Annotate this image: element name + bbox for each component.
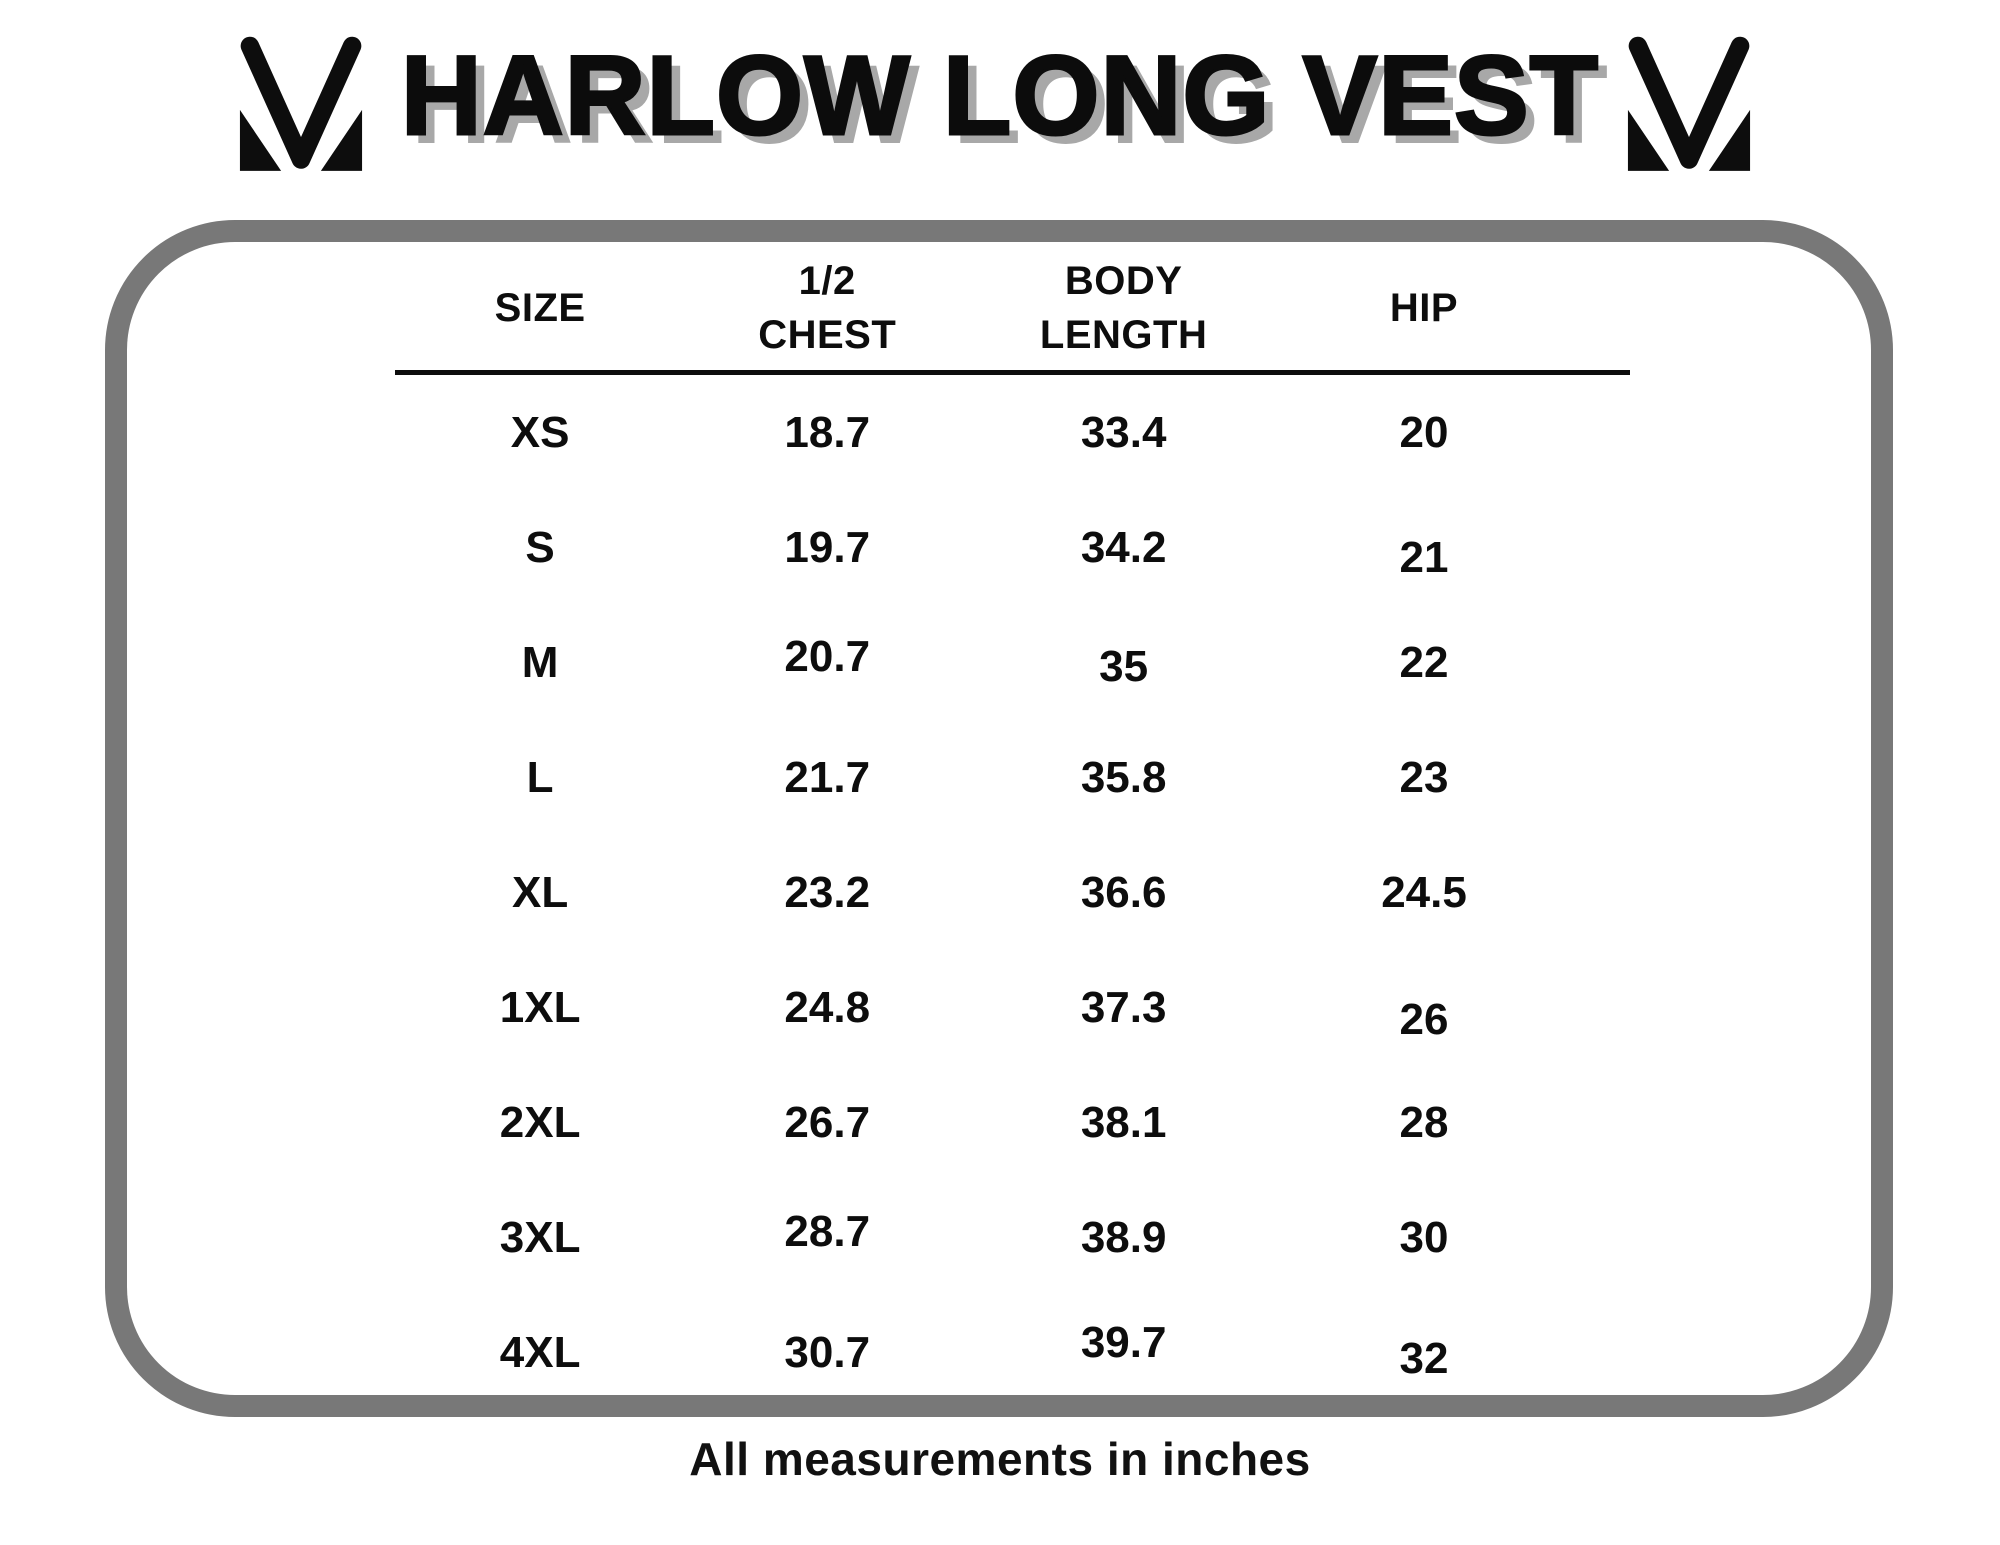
chest-value: 23.2 [784, 867, 871, 917]
table-row: XL 23.2 36.6 24.5 [395, 835, 1630, 950]
table-row: M 20.7 35 22 [395, 605, 1630, 720]
body-length-value: 38.1 [1080, 1097, 1167, 1147]
hip-value: 30 [1399, 1212, 1449, 1262]
hip-value: 32 [1399, 1333, 1449, 1383]
body-length-value: 39.7 [1080, 1317, 1167, 1367]
table-header-row: SIZE 1/2 CHEST BODY LENGTH HIP [395, 246, 1630, 375]
hip-value: 23 [1399, 752, 1449, 802]
measurements-note: All measurements in inches [689, 1433, 1311, 1485]
column-header-hip: HIP [1278, 246, 1630, 375]
hip-value: 26 [1399, 994, 1449, 1044]
table-row: 3XL 28.7 38.9 30 [395, 1180, 1630, 1295]
body-length-value: 38.9 [1080, 1212, 1167, 1262]
chest-value: 26.7 [784, 1097, 871, 1147]
chest-value: 28.7 [784, 1206, 871, 1256]
chest-value: 19.7 [784, 522, 871, 572]
hip-value: 28 [1399, 1097, 1449, 1147]
size-table: SIZE 1/2 CHEST BODY LENGTH HIP XS 18.7 3… [395, 246, 1630, 1410]
column-header-body-length: BODY LENGTH [969, 246, 1279, 375]
chest-value: 24.8 [784, 982, 871, 1032]
size-label: XS [510, 407, 570, 457]
brand-monogram-icon-left [239, 36, 363, 171]
table-row: 1XL 24.8 37.3 26 [395, 950, 1630, 1065]
hip-value: 21 [1399, 532, 1449, 582]
size-chart-frame [105, 220, 1893, 1417]
brand-monogram-icon-right [1627, 36, 1751, 171]
size-label: 4XL [499, 1327, 581, 1377]
hip-value: 22 [1399, 637, 1449, 687]
chest-value: 21.7 [784, 752, 871, 802]
table-row: XS 18.7 33.4 20 [395, 373, 1630, 491]
table-row: 2XL 26.7 38.1 28 [395, 1065, 1630, 1180]
body-length-value: 37.3 [1080, 982, 1167, 1032]
chest-value: 18.7 [784, 407, 871, 457]
body-length-value: 33.4 [1080, 407, 1167, 457]
size-label: XL [511, 867, 569, 917]
table-row: L 21.7 35.8 23 [395, 720, 1630, 835]
size-label: 2XL [499, 1097, 581, 1147]
size-label: 3XL [499, 1212, 581, 1262]
body-length-value: 35.8 [1080, 752, 1167, 802]
size-label: M [521, 637, 559, 687]
size-label: L [526, 752, 554, 802]
chest-value: 30.7 [784, 1327, 871, 1377]
table-row: 4XL 30.7 39.7 32 [395, 1295, 1630, 1410]
column-header-half-chest: 1/2 CHEST [685, 246, 970, 375]
size-label: 1XL [499, 982, 581, 1032]
column-header-size: SIZE [395, 246, 686, 375]
body-length-value: 35 [1099, 641, 1149, 691]
size-label: S [525, 522, 555, 572]
body-length-value: 36.6 [1080, 867, 1167, 917]
chest-value: 20.7 [784, 631, 871, 681]
hip-value: 20 [1399, 407, 1449, 457]
table-row: S 19.7 34.2 21 [395, 490, 1630, 605]
page-title: HARLOW LONG VEST [399, 33, 1600, 158]
body-length-value: 34.2 [1080, 522, 1167, 572]
hip-value: 24.5 [1381, 867, 1467, 917]
